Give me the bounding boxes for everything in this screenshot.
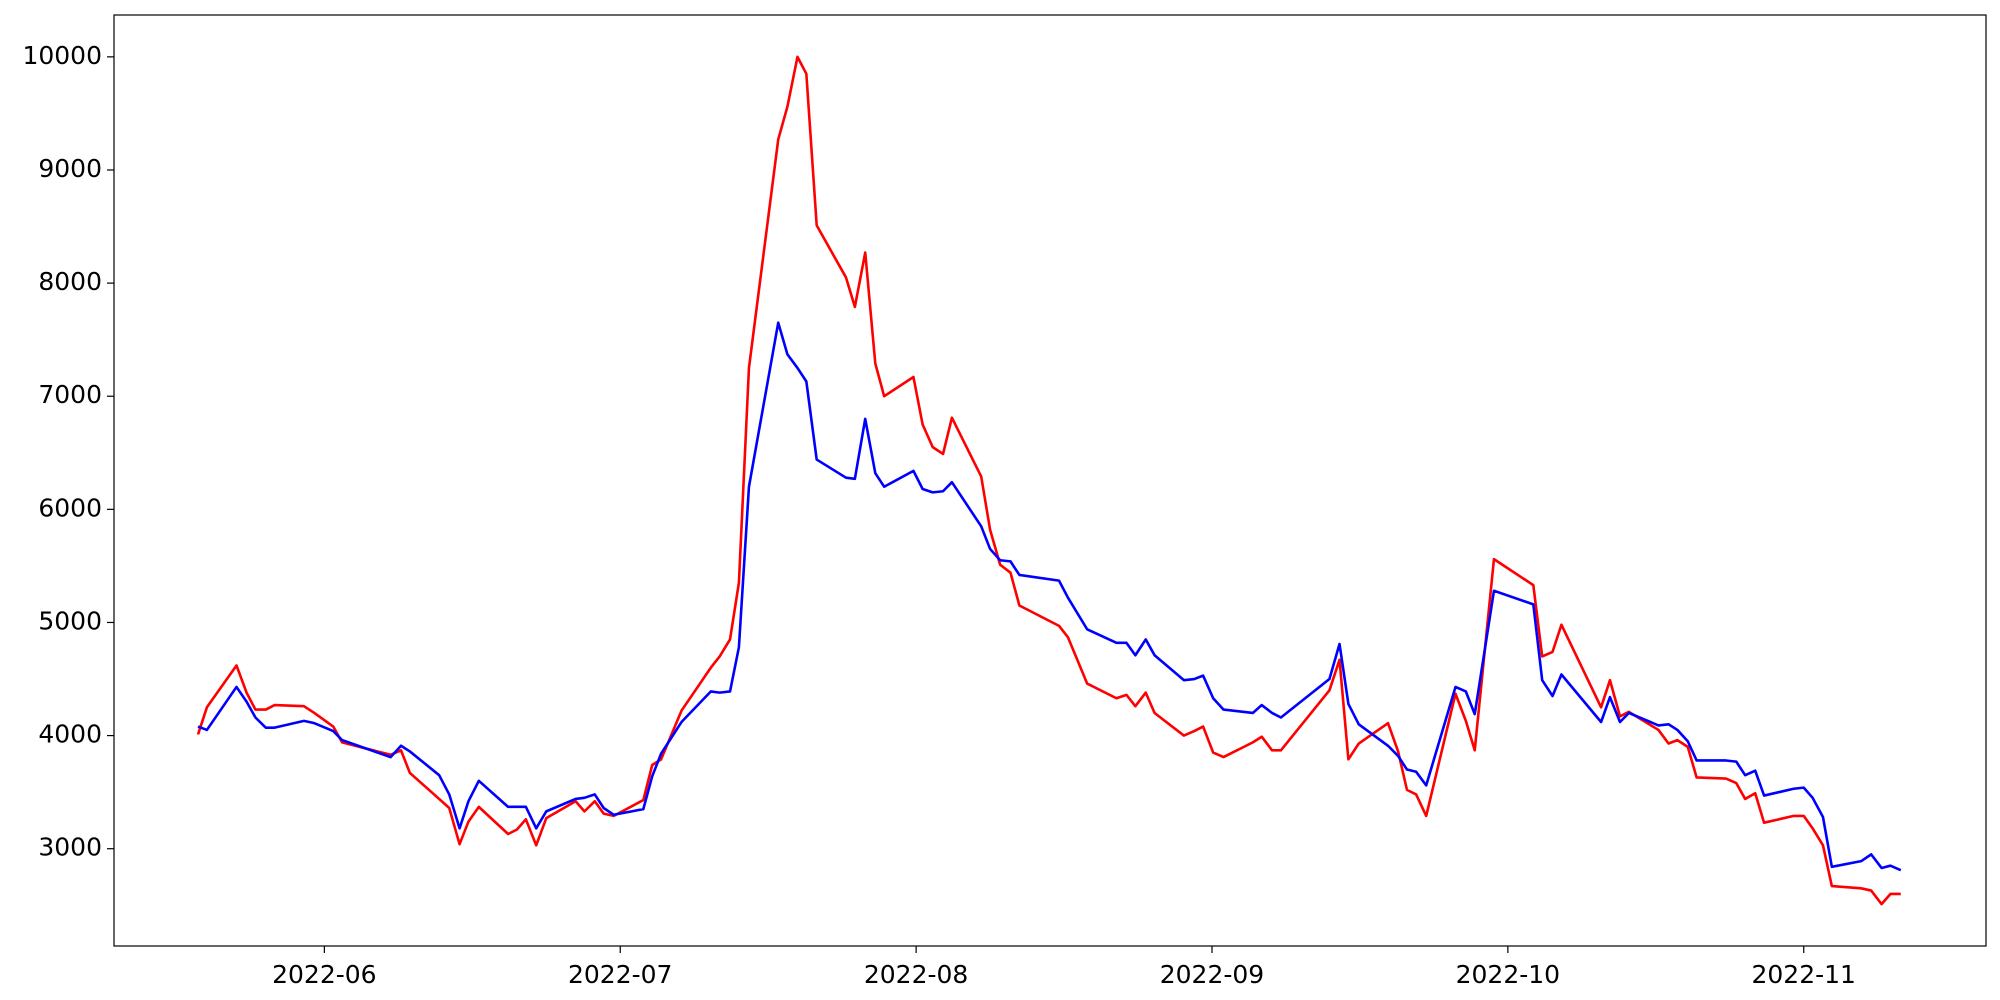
y-tick-label: 6000 (38, 493, 102, 522)
y-tick-label: 4000 (38, 720, 102, 749)
y-tick-label: 9000 (38, 154, 102, 183)
x-tick-label: 2022-09 (1160, 960, 1264, 989)
y-tick-label: 5000 (38, 606, 102, 635)
x-tick-label: 2022-07 (568, 960, 672, 989)
y-tick-label: 7000 (38, 380, 102, 409)
y-tick-label: 3000 (38, 833, 102, 862)
x-tick-label: 2022-10 (1456, 960, 1560, 989)
y-tick-label: 10000 (22, 41, 102, 70)
x-tick-label: 2022-06 (272, 960, 376, 989)
plot-frame (113, 14, 1987, 947)
line-series (197, 321, 1902, 872)
line-series (196, 55, 1901, 906)
x-tick-label: 2022-11 (1752, 960, 1856, 989)
y-tick-label: 8000 (38, 267, 102, 296)
x-tick-label: 2022-08 (864, 960, 968, 989)
